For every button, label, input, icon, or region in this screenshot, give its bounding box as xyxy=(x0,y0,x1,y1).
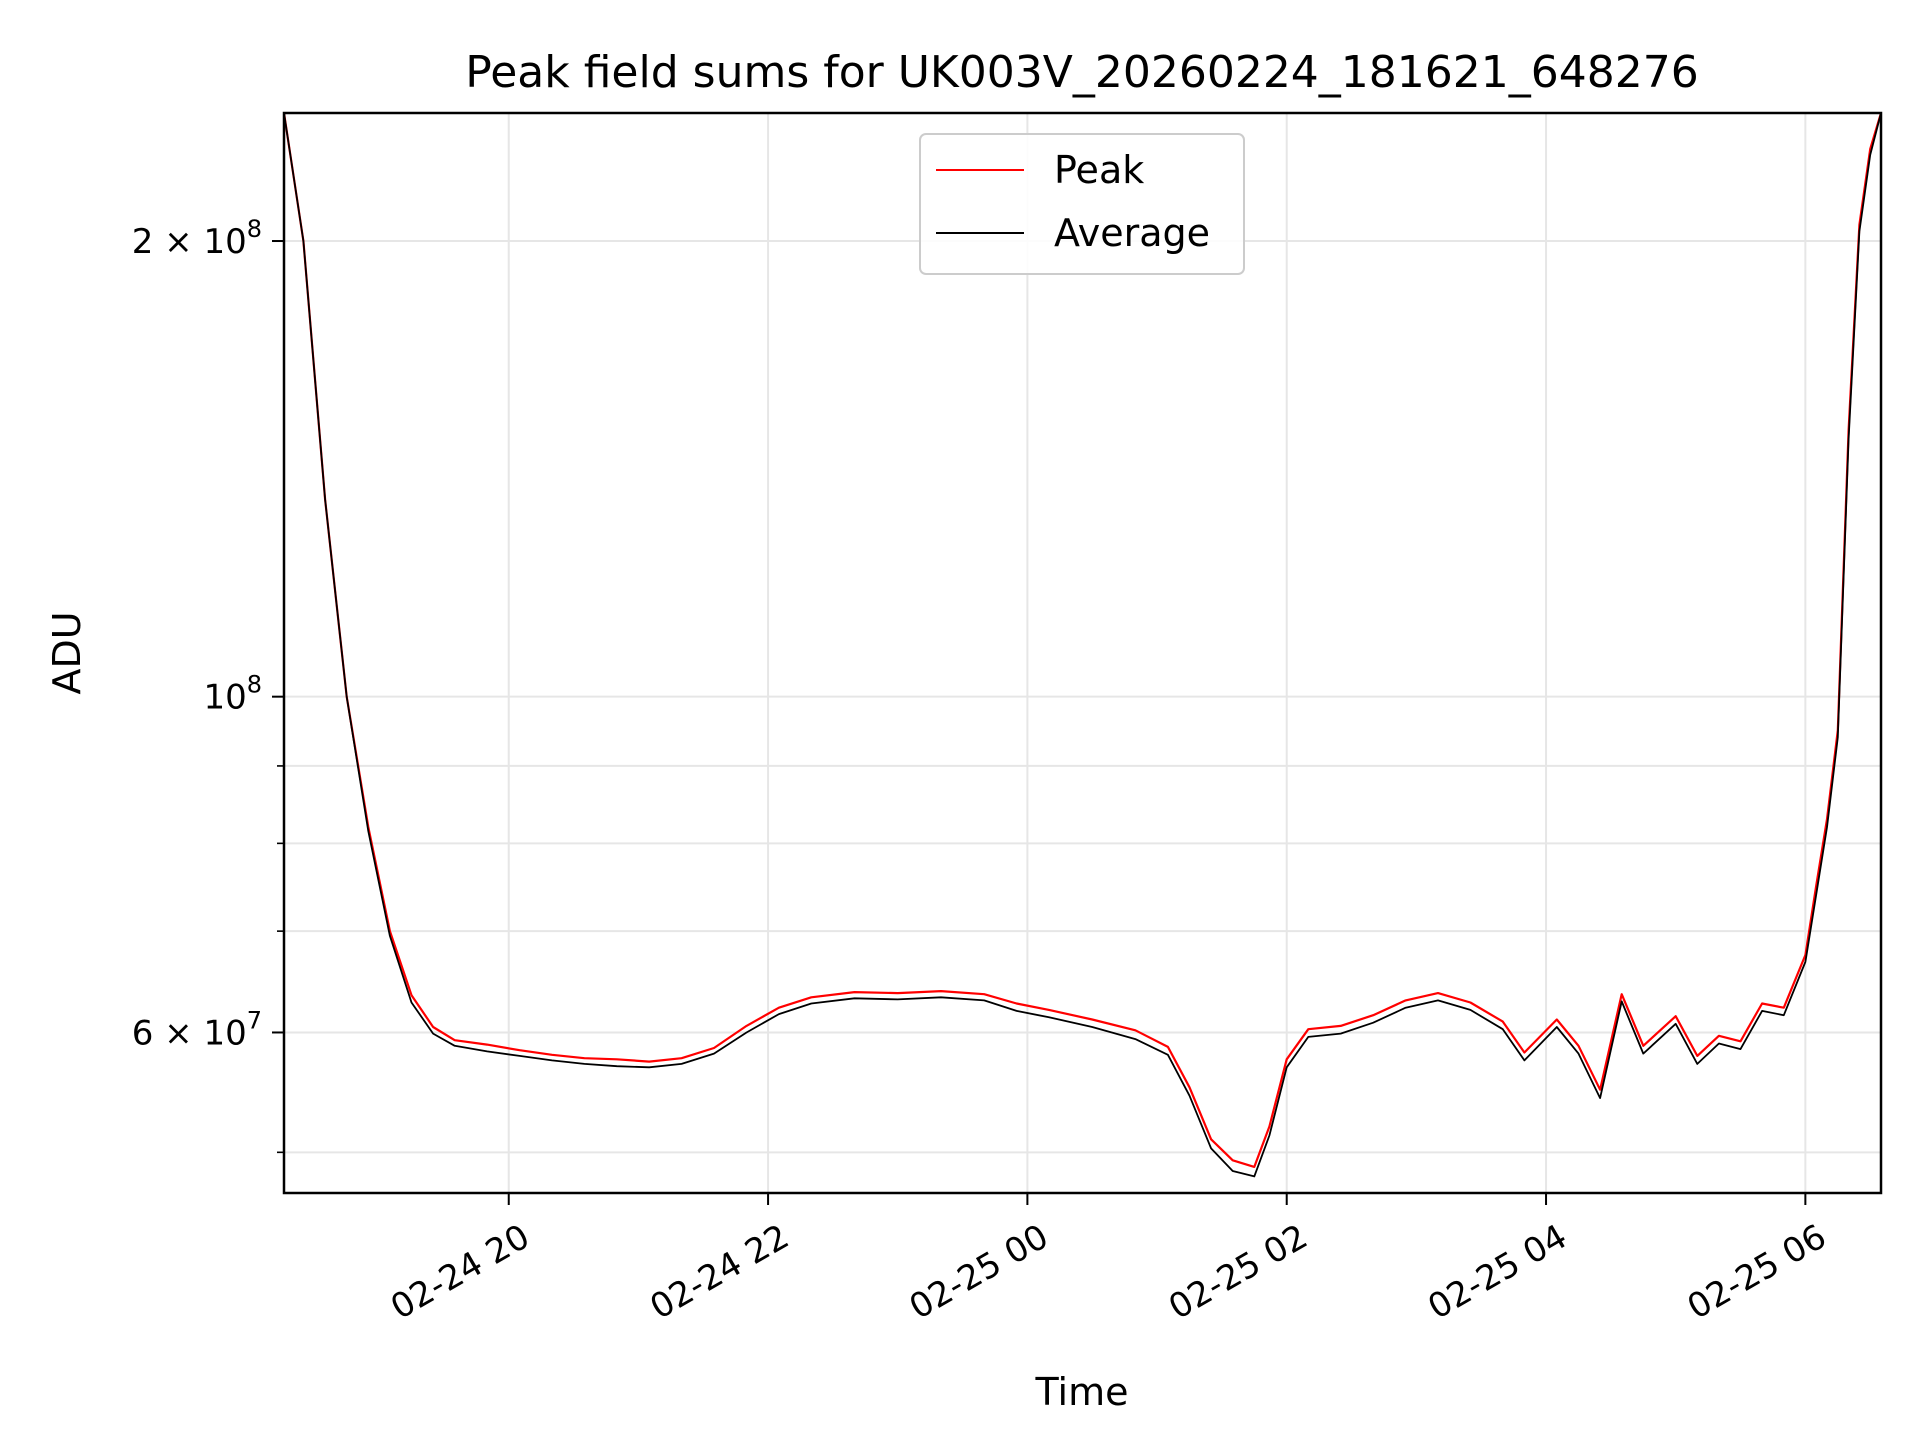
grid-lines xyxy=(284,113,1881,1193)
x-axis-label: Time xyxy=(1035,1370,1129,1414)
series-line-peak xyxy=(284,113,1881,1169)
y-axis-label: ADU xyxy=(45,611,89,694)
y-tick-label: 6 × 107 xyxy=(132,1006,262,1053)
legend-label-average: Average xyxy=(1054,211,1210,255)
series-layer xyxy=(284,113,1881,1178)
y-tick-label: 108 xyxy=(203,671,262,718)
y-tick-label: 2 × 108 xyxy=(132,215,262,262)
series-line-average xyxy=(284,113,1881,1178)
plot-frame xyxy=(282,111,1883,1195)
legend: Peak Average xyxy=(919,133,1245,275)
y-axis: 6 × 107 108 2 × 108 xyxy=(132,215,284,1154)
chart-title: Peak field sums for UK003V_20260224_1816… xyxy=(465,47,1698,98)
legend-label-peak: Peak xyxy=(1054,148,1144,192)
